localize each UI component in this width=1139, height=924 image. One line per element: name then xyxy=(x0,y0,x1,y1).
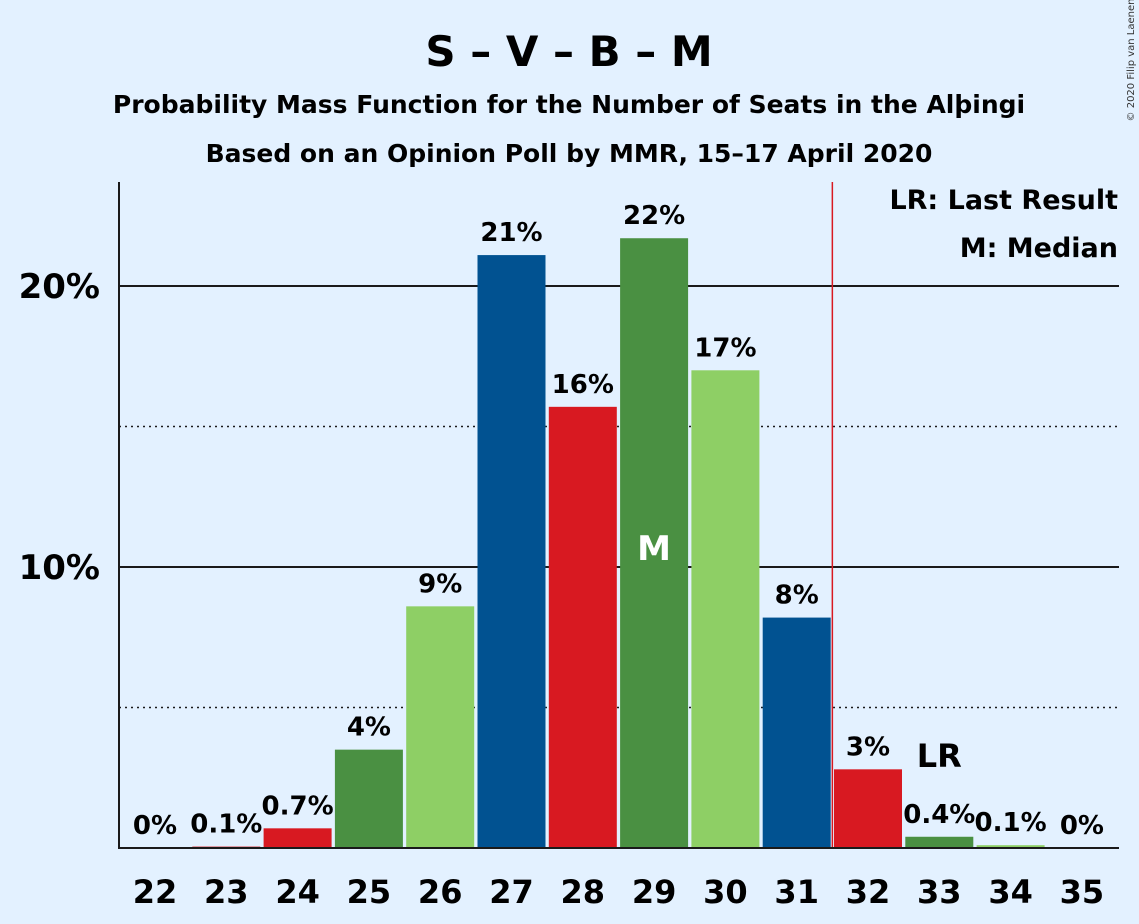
bar-value-label: 9% xyxy=(418,569,462,599)
bar-labels: 0% 0.1%0.7%4%9%21%16%22%17%8%3%0.4% 0.1% 0% xyxy=(133,201,1104,841)
y-tick-label: 20% xyxy=(19,267,100,307)
chart-subtitle-1: Probability Mass Function for the Number… xyxy=(113,90,1025,119)
bar-seats-25 xyxy=(334,749,403,848)
x-tick-label: 32 xyxy=(846,873,891,911)
x-tick-label: 26 xyxy=(418,873,463,911)
x-tick-label: 28 xyxy=(561,873,606,911)
bar-value-label: 22% xyxy=(623,201,685,231)
x-tick-label: 23 xyxy=(204,873,249,911)
bar-value-label: 0.7% xyxy=(262,791,334,821)
bar-value-label: 21% xyxy=(480,218,542,248)
x-tick-label: 29 xyxy=(632,873,677,911)
x-tick-label: 33 xyxy=(917,873,962,911)
x-tick-label: 25 xyxy=(347,873,392,911)
legend-last-result: LR: Last Result xyxy=(889,185,1118,216)
bar-seats-27 xyxy=(477,255,546,849)
bar-seats-30 xyxy=(691,370,760,848)
bar-value-label: 3% xyxy=(846,732,890,762)
chart-title: S – V – B – M xyxy=(425,27,712,76)
bar-value-label: 0.1% xyxy=(190,810,262,840)
copyright-note: © 2020 Filip van Laenen xyxy=(1126,0,1137,121)
bar-seats-26 xyxy=(406,606,475,848)
x-tick-label: 24 xyxy=(275,873,320,911)
bar-seats-32 xyxy=(834,769,902,848)
bar-value-label: 0% xyxy=(133,811,177,841)
bar-value-label: 17% xyxy=(694,333,756,363)
median-marker: M xyxy=(637,529,671,569)
chart-subtitle-2: Based on an Opinion Poll by MMR, 15–17 A… xyxy=(206,139,933,168)
bar-value-label: 4% xyxy=(347,713,391,743)
last-result-marker: LR xyxy=(917,737,962,775)
bar-seats-33 xyxy=(905,836,974,848)
x-tick-label: 35 xyxy=(1060,873,1105,911)
bar-value-label: 0.4% xyxy=(903,800,975,830)
legend-median: M: Median xyxy=(960,233,1118,264)
gridlines xyxy=(119,285,1119,709)
bar-seats-31 xyxy=(762,617,831,848)
x-tick-label: 27 xyxy=(489,873,534,911)
x-tick-labels: 22 23 24 25 26 27 28 29 30 31 32 33 34 35 xyxy=(133,873,1104,911)
x-tick-label: 22 xyxy=(133,873,178,911)
bar-value-label: 0% xyxy=(1060,811,1104,841)
bar-seats-24 xyxy=(263,828,332,848)
bar-seats-34 xyxy=(976,845,1045,848)
bar-value-label: 0.1% xyxy=(975,808,1047,838)
bar-seats-28 xyxy=(548,406,617,848)
x-tick-label: 30 xyxy=(703,873,748,911)
y-tick-label: 10% xyxy=(19,548,100,588)
x-tick-label: 34 xyxy=(988,873,1033,911)
bar-value-label: 8% xyxy=(775,581,819,611)
bar-value-label: 16% xyxy=(552,370,614,400)
y-tick-labels: 10% 20% xyxy=(19,267,100,588)
markers: M LR xyxy=(637,182,962,848)
bars xyxy=(192,238,1045,849)
x-tick-label: 31 xyxy=(774,873,819,911)
bar-seats-29 xyxy=(620,238,689,849)
